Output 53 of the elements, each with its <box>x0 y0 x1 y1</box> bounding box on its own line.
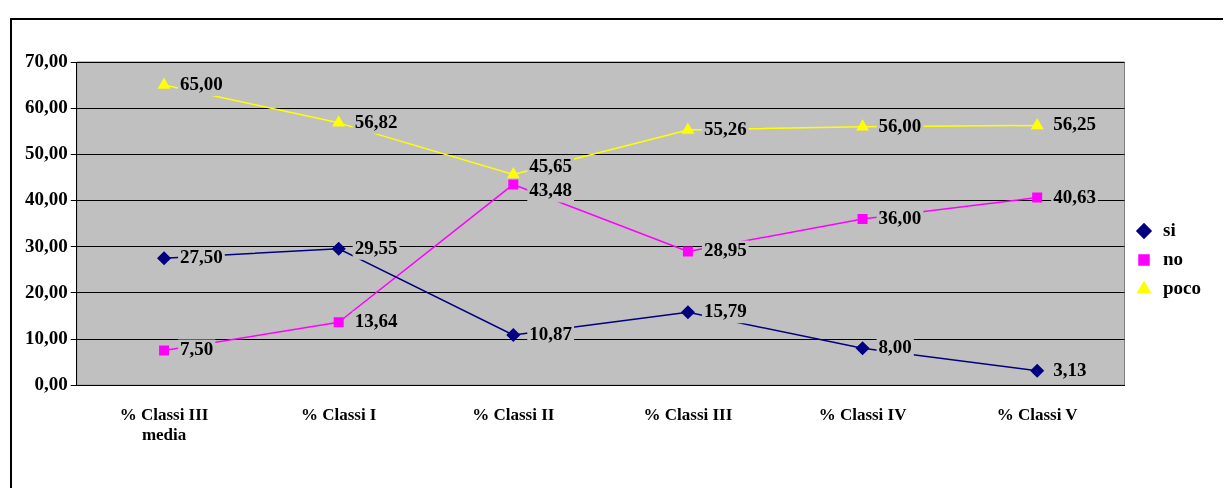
point <box>855 341 870 356</box>
x-tick-label: % Classi IV <box>818 404 908 424</box>
x-tick-label: % Classi I <box>300 404 377 424</box>
x-tick-label: % Classi V <box>996 404 1079 424</box>
y-tick-label: 30,00 <box>25 234 68 256</box>
data-label: 15,79 <box>703 300 747 322</box>
y-tick-label: 20,00 <box>25 280 68 302</box>
x-tick-label: % Classi III media <box>119 404 209 445</box>
point <box>506 328 521 342</box>
y-tick-label: 70,00 <box>25 49 68 71</box>
legend-label: si <box>1163 218 1176 240</box>
y-tick-label: 40,00 <box>25 188 68 210</box>
y-tick-label: 50,00 <box>25 142 68 164</box>
data-label: 56,00 <box>878 114 922 136</box>
x-tick-label: % Classi II <box>472 404 555 424</box>
data-label: 65,00 <box>180 72 223 94</box>
data-label: 43,48 <box>529 179 573 201</box>
data-label: 10,87 <box>529 322 573 344</box>
point <box>1032 192 1043 203</box>
data-label: 27,50 <box>180 246 223 268</box>
y-tick-label: 10,00 <box>25 326 68 348</box>
data-label: 45,65 <box>529 155 573 177</box>
data-label: 13,64 <box>354 310 398 332</box>
point <box>856 119 869 131</box>
point <box>1031 118 1044 130</box>
point <box>1030 364 1044 378</box>
data-label: 3,13 <box>1053 358 1087 380</box>
point <box>857 213 868 224</box>
data-label: 56,82 <box>354 110 398 132</box>
point <box>681 123 694 134</box>
point <box>157 251 171 265</box>
legend-label: poco <box>1163 276 1201 298</box>
point <box>682 246 693 257</box>
point <box>332 116 345 127</box>
y-tick-label: 60,00 <box>25 96 68 118</box>
data-label: 29,55 <box>354 236 398 258</box>
point <box>331 242 346 256</box>
data-label: 56,25 <box>1053 113 1096 135</box>
data-label: 28,95 <box>703 239 747 261</box>
point <box>507 167 520 179</box>
data-label: 36,00 <box>878 206 922 228</box>
data-label: 8,00 <box>878 336 912 358</box>
data-label: 7,50 <box>180 338 214 360</box>
point <box>333 317 344 328</box>
y-tick-label: 0,00 <box>34 373 68 395</box>
point <box>158 78 171 89</box>
data-label: 40,63 <box>1053 185 1096 207</box>
point <box>681 305 695 320</box>
data-label: 55,26 <box>703 117 747 139</box>
point <box>159 345 170 356</box>
point <box>508 179 519 190</box>
legend-label: no <box>1163 247 1184 269</box>
x-tick-label: % Classi III <box>643 404 733 424</box>
